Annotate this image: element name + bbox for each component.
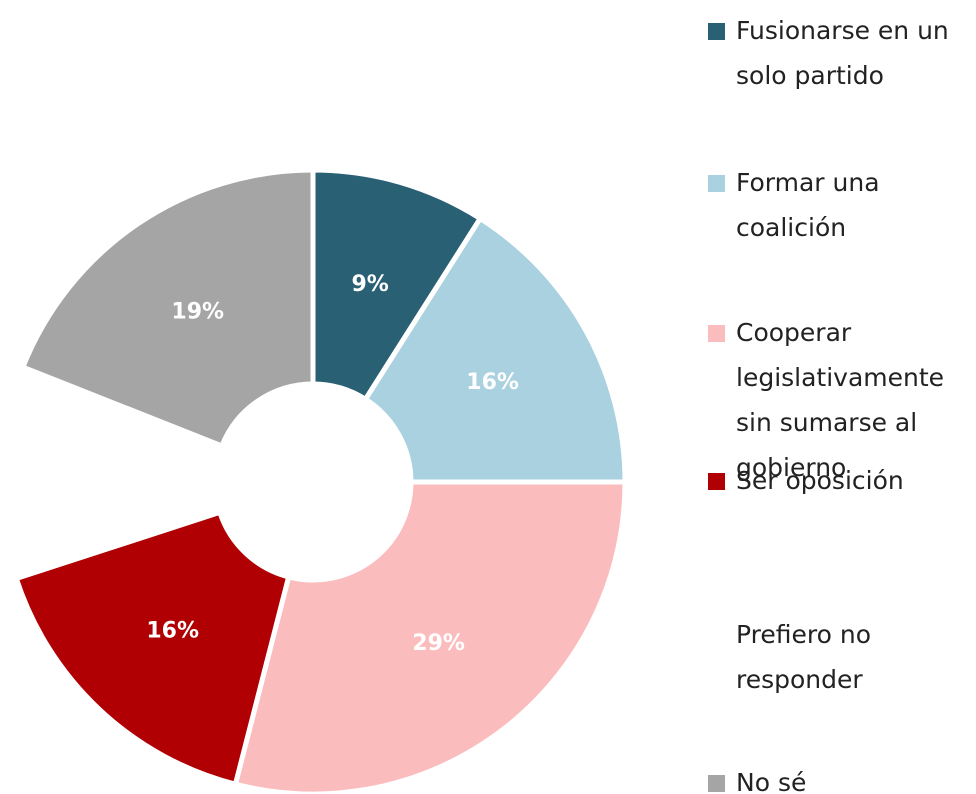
donut-slice — [310, 167, 484, 403]
data-label: 16% — [146, 618, 199, 643]
data-label: 29% — [412, 631, 465, 656]
donut-slice — [362, 215, 628, 485]
data-label: 19% — [171, 299, 224, 324]
legend-swatch — [708, 325, 725, 342]
data-label: 9% — [352, 272, 389, 297]
legend-swatch — [708, 473, 725, 490]
donut-slice — [19, 167, 316, 450]
legend-label: Ser oposición — [736, 466, 904, 495]
legend-label: Prefiero no responder — [736, 620, 871, 694]
donut-slice — [232, 479, 628, 794]
legend-label: Fusionarse en un solo partido — [736, 16, 949, 90]
legend-label: No sé — [736, 768, 807, 794]
legend-label: Cooperar legislativamente sin sumarse al… — [736, 318, 945, 482]
legend-swatch — [708, 175, 725, 192]
legend-swatch — [708, 23, 725, 40]
donut-slice — [13, 509, 292, 788]
data-label: 16% — [466, 370, 519, 395]
legend-swatch — [708, 775, 725, 792]
legend-label: Formar una coalición — [736, 168, 880, 242]
legend-swatch — [708, 627, 725, 644]
donut-slice — [0, 363, 226, 582]
